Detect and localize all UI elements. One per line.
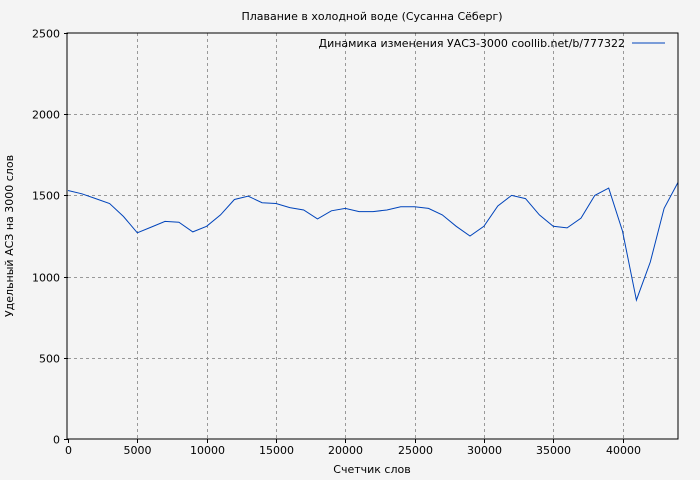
x-tick-label: 25000 bbox=[398, 444, 433, 457]
x-tick-label: 5000 bbox=[124, 444, 152, 457]
y-tick-label: 2000 bbox=[32, 109, 60, 122]
x-axis-label: Счетчик слов bbox=[333, 463, 410, 476]
x-tick-label: 30000 bbox=[467, 444, 502, 457]
plot-frame bbox=[66, 32, 679, 440]
x-tick-label: 0 bbox=[65, 444, 72, 457]
y-tick-label: 1500 bbox=[32, 190, 60, 203]
y-tick-label: 500 bbox=[39, 353, 60, 366]
y-tick-label: 0 bbox=[53, 434, 60, 447]
x-tick-label: 15000 bbox=[259, 444, 294, 457]
y-axis-label: Удельный АСЗ на 3000 слов bbox=[3, 155, 16, 317]
series-line bbox=[67, 182, 679, 302]
y-tick-label: 1000 bbox=[32, 272, 60, 285]
x-tick-label: 10000 bbox=[190, 444, 225, 457]
x-tick-label: 40000 bbox=[606, 444, 641, 457]
legend-label: Динамика изменения УАСЗ-3000 coollib.net… bbox=[319, 37, 626, 50]
chart-title: Плавание в холодной воде (Сусанна Сёберг… bbox=[241, 10, 502, 23]
x-tick-label: 20000 bbox=[328, 444, 363, 457]
x-tick-label: 35000 bbox=[536, 444, 571, 457]
y-tick-label: 2500 bbox=[32, 28, 60, 41]
